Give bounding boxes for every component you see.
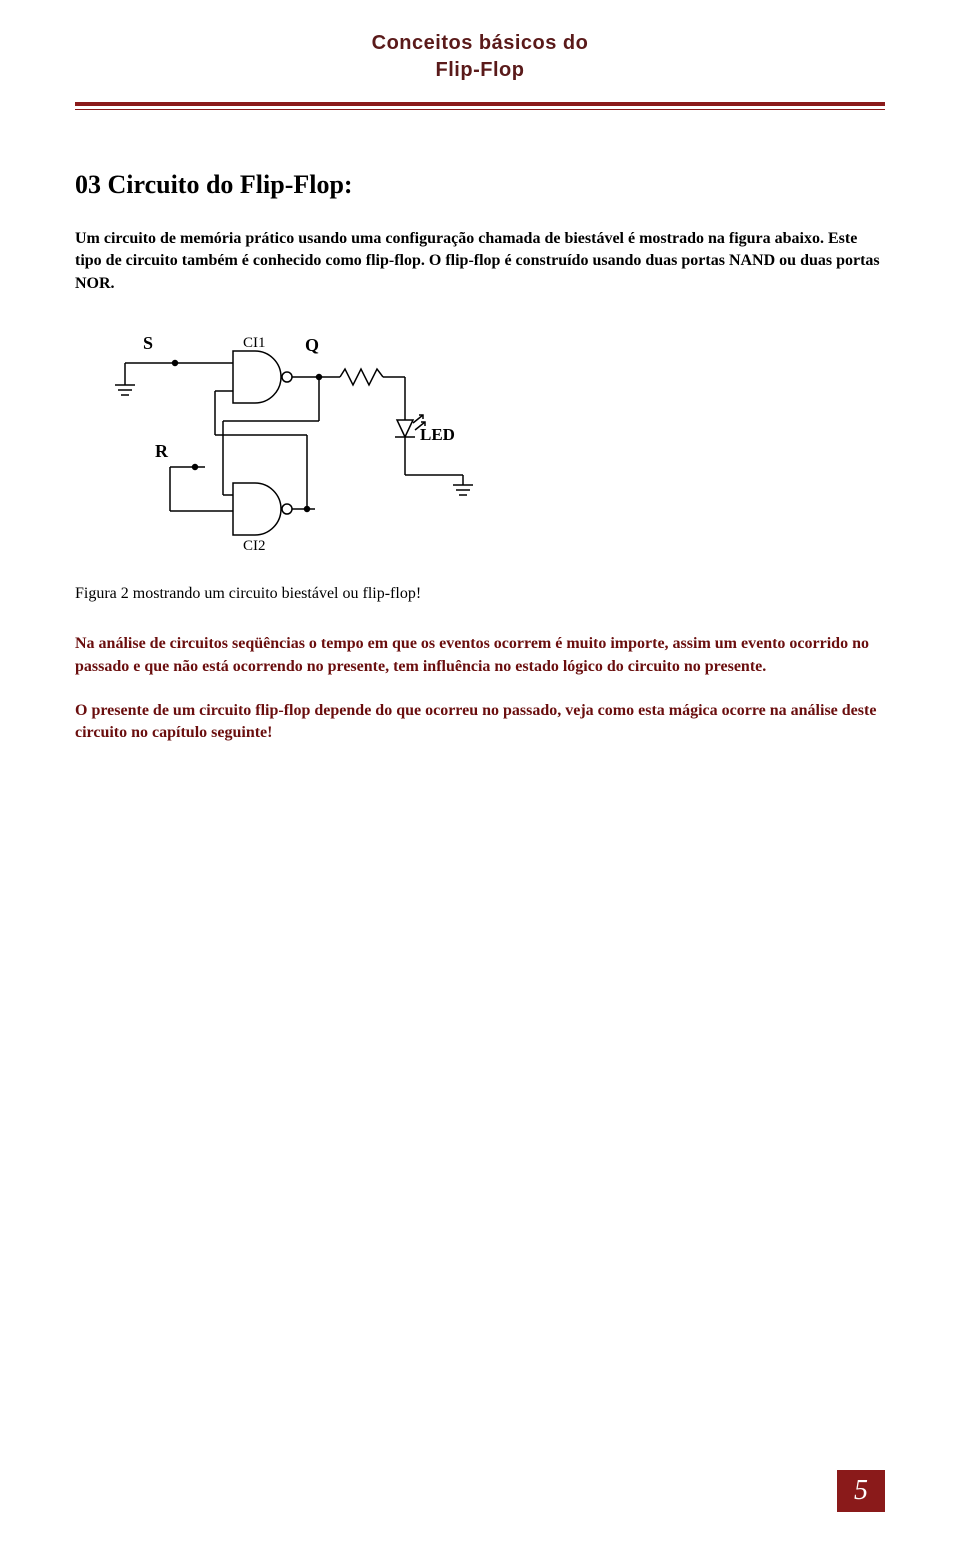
svg-text:CI1: CI1 [243, 335, 266, 351]
page: Conceitos básicos do Flip-Flop 03 Circui… [0, 0, 960, 1552]
svg-text:R: R [155, 441, 169, 461]
paragraph-1: Um circuito de memória prático usando um… [75, 228, 885, 295]
paragraph-2: Na análise de circuitos seqüências o tem… [75, 633, 885, 678]
svg-text:CI2: CI2 [243, 538, 266, 554]
header-block: Conceitos básicos do Flip-Flop [75, 30, 885, 84]
header-title-line2: Flip-Flop [75, 57, 885, 84]
section-heading: 03 Circuito do Flip-Flop: [75, 170, 885, 200]
svg-text:S: S [143, 333, 153, 353]
circuit-diagram: S R [75, 325, 885, 555]
paragraph-3: O presente de um circuito flip-flop depe… [75, 700, 885, 745]
svg-text:Q: Q [305, 335, 319, 355]
figure-caption: Figura 2 mostrando um circuito biestável… [75, 585, 885, 603]
header-title-line1: Conceitos básicos do [75, 30, 885, 57]
page-number-box: 5 [837, 1470, 885, 1512]
svg-text:LED: LED [420, 425, 455, 444]
page-number: 5 [854, 1475, 868, 1507]
header-divider [75, 102, 885, 110]
